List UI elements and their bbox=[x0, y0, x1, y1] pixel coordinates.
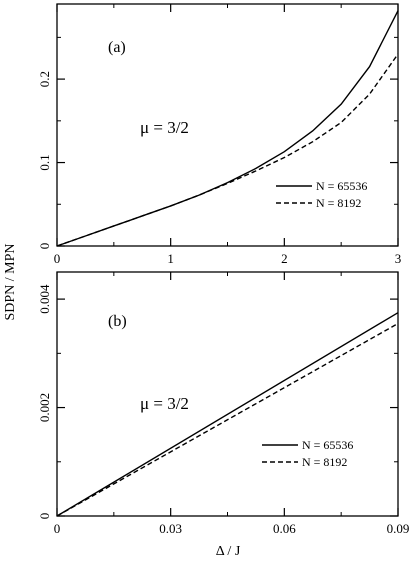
mu-annotation: μ = 3/2 bbox=[140, 118, 189, 137]
panel-label: (b) bbox=[108, 313, 127, 330]
y-tick-label: 0.2 bbox=[37, 71, 52, 87]
y-tick-label: 0 bbox=[37, 243, 52, 250]
mu-annotation: μ = 3/2 bbox=[140, 394, 189, 413]
y-tick-label: 0 bbox=[37, 513, 52, 520]
x-tick-label: 0.06 bbox=[273, 521, 296, 536]
legend-label: N = 8192 bbox=[316, 196, 361, 210]
legend-label: N = 65536 bbox=[316, 179, 367, 193]
x-tick-label: 0 bbox=[54, 521, 61, 536]
x-tick-label: 0.09 bbox=[387, 521, 410, 536]
y-axis-title: SDPN / MPN bbox=[3, 243, 18, 320]
x-tick-label: 0 bbox=[54, 251, 61, 266]
series-line-n8192 bbox=[56, 53, 399, 247]
x-tick-label: 3 bbox=[395, 251, 402, 266]
x-tick-label: 1 bbox=[167, 251, 174, 266]
legend-label: N = 8192 bbox=[302, 455, 347, 469]
x-axis-title: Δ / J bbox=[216, 544, 241, 559]
y-tick-label: 0.004 bbox=[37, 284, 52, 314]
series-line-n65536 bbox=[56, 312, 399, 517]
y-tick-label: 0.1 bbox=[37, 154, 52, 170]
y-tick-label: 0.002 bbox=[37, 393, 52, 422]
x-tick-label: 0.03 bbox=[159, 521, 182, 536]
series-line-n8192 bbox=[56, 322, 399, 517]
legend-label: N = 65536 bbox=[302, 438, 353, 452]
panel-label: (a) bbox=[108, 39, 126, 56]
panel-b: 0 0.03 0.06 0.09 0 0.002 0.004 (b) μ = 3/2 N = 65… bbox=[37, 271, 410, 536]
plot-frame bbox=[56, 271, 399, 517]
panel-a: 0 1 2 3 0 0.1 0.2 (a) μ = 3/2 N = 65536 N = 8192 bbox=[37, 3, 402, 266]
x-tick-label: 2 bbox=[281, 251, 288, 266]
